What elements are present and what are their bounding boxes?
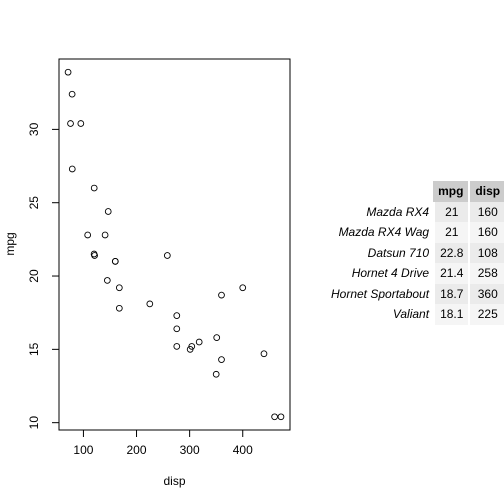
y-axis: 10 15 20 25 30 xyxy=(27,122,60,430)
data-point xyxy=(173,343,181,350)
y-axis-label: mpg xyxy=(3,232,17,255)
y-tick-label: 20 xyxy=(27,269,41,283)
data-point xyxy=(115,284,123,292)
x-tick-label: 400 xyxy=(233,443,253,457)
data-point xyxy=(163,252,171,259)
column-header-mpg: mpg xyxy=(433,181,469,202)
row-name: Hornet 4 Drive xyxy=(351,266,430,281)
x-tick-label: 200 xyxy=(127,443,147,457)
data-point xyxy=(115,304,123,312)
data-point xyxy=(195,338,203,346)
data-point xyxy=(212,370,220,378)
cell-mpg: 18.1 xyxy=(433,304,469,325)
cell-mpg: 22.8 xyxy=(433,242,469,263)
data-point xyxy=(68,165,76,173)
cell-disp: 108 xyxy=(468,242,504,263)
cell-disp: 160 xyxy=(468,222,504,243)
table-row: Hornet Sportabout 18.7 360 xyxy=(326,283,504,304)
data-point xyxy=(218,356,225,363)
column-header-disp: disp xyxy=(468,181,504,202)
table-header-row: mpg disp xyxy=(326,181,504,202)
row-name: Datsun 710 xyxy=(367,245,430,260)
row-name: Hornet Sportabout xyxy=(331,286,430,301)
data-point xyxy=(173,325,181,333)
data-point xyxy=(218,291,225,299)
data-table: mpg disp Mazda RX4 21 160 Mazda RX4 Wag … xyxy=(326,181,504,325)
x-tick-label: 100 xyxy=(73,443,93,457)
x-axis-label: disp xyxy=(163,474,185,488)
table-row: Hornet 4 Drive 21.4 258 xyxy=(326,263,504,284)
data-point xyxy=(77,120,85,127)
data-point xyxy=(173,312,181,319)
data-point xyxy=(103,277,111,284)
y-tick-label: 25 xyxy=(27,196,41,210)
data-point xyxy=(239,284,247,292)
x-tick-label: 300 xyxy=(180,443,200,457)
table-corner xyxy=(326,181,433,202)
points-layer xyxy=(64,68,285,421)
data-point xyxy=(260,350,268,358)
y-tick-label: 30 xyxy=(27,122,41,136)
data-point xyxy=(213,334,221,341)
data-point xyxy=(186,345,194,353)
row-name: Mazda RX4 Wag xyxy=(338,225,430,240)
data-point xyxy=(67,120,74,127)
table-row: Datsun 710 22.8 108 xyxy=(326,242,504,263)
y-tick-label: 10 xyxy=(27,416,41,430)
table-row: Mazda RX4 Wag 21 160 xyxy=(326,222,504,243)
row-name: Mazda RX4 xyxy=(366,204,430,219)
data-point xyxy=(146,300,154,308)
data-point xyxy=(91,252,98,259)
plot-box xyxy=(58,58,291,431)
data-point xyxy=(104,208,112,215)
data-point xyxy=(90,184,98,192)
cell-mpg: 18.7 xyxy=(433,283,469,304)
cell-mpg: 21 xyxy=(433,201,469,222)
table-row: Mazda RX4 21 160 xyxy=(326,201,504,222)
data-point xyxy=(64,68,72,76)
data-point xyxy=(68,90,76,98)
cell-mpg: 21.4 xyxy=(433,263,469,284)
data-point xyxy=(84,231,92,239)
y-tick-label: 15 xyxy=(27,342,41,356)
table-row: Valiant 18.1 225 xyxy=(326,304,504,325)
row-name: Valiant xyxy=(392,307,430,322)
cell-mpg: 21 xyxy=(433,222,469,243)
data-point xyxy=(101,231,109,239)
cell-disp: 258 xyxy=(468,263,504,284)
cell-disp: 360 xyxy=(468,283,504,304)
data-point xyxy=(111,258,119,265)
data-point xyxy=(271,413,278,421)
data-point xyxy=(277,413,285,421)
cell-disp: 160 xyxy=(468,201,504,222)
x-axis: 100 200 300 400 xyxy=(73,429,253,457)
cell-disp: 225 xyxy=(468,304,504,325)
